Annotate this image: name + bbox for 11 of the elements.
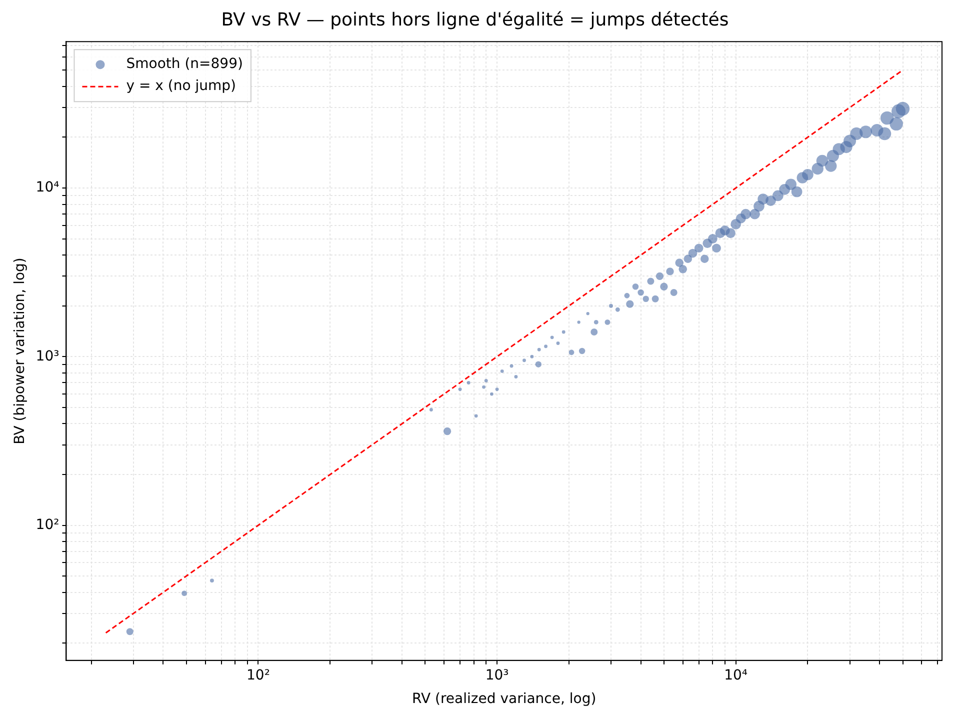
- x-axis-title: RV (realized variance, log): [412, 691, 596, 708]
- x-tick-label: 10²: [246, 667, 270, 684]
- y-tick-label: 10⁴: [36, 180, 60, 196]
- y-axis-title: BV (bipower variation, log): [12, 258, 28, 444]
- y-tick-label: 10²: [36, 516, 60, 533]
- legend-label: Smooth (n=899): [126, 56, 243, 72]
- x-tick-label: 10⁴: [724, 667, 748, 684]
- y-tick-label: 10³: [36, 348, 60, 364]
- x-tick-label: 10³: [485, 667, 509, 684]
- chart-title: BV vs RV — points hors ligne d'égalité = jumps détectés: [221, 9, 729, 30]
- legend-label: y = x (no jump): [126, 78, 236, 94]
